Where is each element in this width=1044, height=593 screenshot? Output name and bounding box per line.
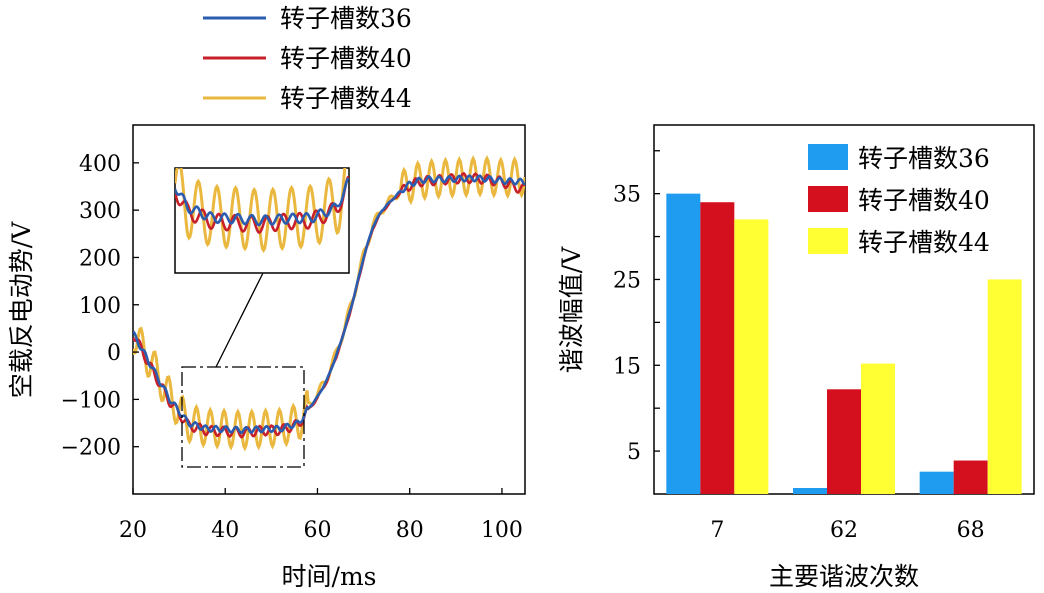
bar-chart: 7 62 68 5 15 25 35 主要谐波次数 谐波幅值/V 转子槽数36 转子槽数40…: [557, 124, 1035, 591]
y-tick-label: 200: [79, 246, 121, 271]
bar: [987, 279, 1022, 494]
y-tick-label: 400: [79, 152, 121, 177]
line-legend: 转子槽数36 转子槽数40 转子槽数44: [203, 4, 412, 113]
y-tick-label: 100: [79, 294, 121, 319]
y-axis-ticks: −200 −100 0 100 200 300 400: [61, 152, 139, 461]
legend-label: 转子槽数36: [280, 4, 412, 33]
bar-y-tick-label: 15: [613, 354, 641, 379]
legend-label: 转子槽数40: [280, 44, 412, 73]
bar-legend-label: 转子槽数40: [858, 186, 990, 215]
zoom-region-box: [181, 366, 305, 468]
x-tick-label: 80: [396, 518, 424, 543]
bar: [861, 363, 895, 494]
bar: [734, 219, 769, 494]
y-axis-label: 空载反电动势/V: [7, 221, 36, 398]
x-tick-label: 20: [119, 518, 147, 543]
bar: [919, 471, 954, 494]
bar-x-tick-label: 62: [830, 518, 858, 543]
series-line: [133, 174, 525, 435]
bar: [953, 460, 988, 494]
zoom-connector-line: [215, 272, 264, 368]
bar-legend-label: 转子槽数36: [858, 144, 990, 173]
bar-legend-swatch: [808, 228, 848, 254]
bar-y-tick-label: 25: [613, 268, 641, 293]
bar-legend-swatch: [808, 186, 848, 212]
bar-y-axis-label: 谐波幅值/V: [557, 246, 586, 373]
inset-series-line: [175, 168, 347, 254]
x-tick-label: 60: [303, 518, 331, 543]
bar-y-tick-label: 5: [627, 440, 641, 465]
bar: [827, 389, 861, 494]
x-tick-label: 100: [481, 518, 523, 543]
bar: [793, 487, 827, 494]
legend-label: 转子槽数44: [280, 84, 412, 113]
inset-series-line: [175, 177, 349, 227]
bar-legend-swatch: [808, 144, 848, 170]
inset-series-line: [175, 175, 349, 234]
bar-x-tick-label: 7: [710, 518, 724, 543]
bar-y-tick-label: 35: [613, 183, 641, 208]
bar-x-axis-ticks: 7 62 68: [710, 518, 984, 543]
x-axis-label: 时间/ms: [282, 562, 377, 591]
x-tick-label: 40: [211, 518, 239, 543]
y-tick-label: −200: [61, 436, 121, 461]
x-axis-ticks: 20 40 60 80 100: [119, 488, 523, 543]
bar-legend-label: 转子槽数44: [858, 228, 990, 257]
bar-y-axis-ticks: 5 15 25 35: [613, 150, 660, 465]
bar: [666, 193, 701, 494]
y-tick-label: −100: [61, 388, 121, 413]
bar-x-tick-label: 68: [957, 518, 985, 543]
y-tick-label: 300: [79, 199, 121, 224]
y-tick-label: 0: [107, 341, 121, 366]
line-series-group: [133, 155, 525, 452]
line-chart-frame: [132, 124, 526, 495]
bar-group: [666, 193, 1022, 495]
bar-x-axis-label: 主要谐波次数: [769, 562, 919, 591]
zoom-inset-lines: [175, 168, 349, 254]
bar-legend: 转子槽数36 转子槽数40 转子槽数44: [808, 144, 990, 257]
bar: [700, 202, 735, 495]
